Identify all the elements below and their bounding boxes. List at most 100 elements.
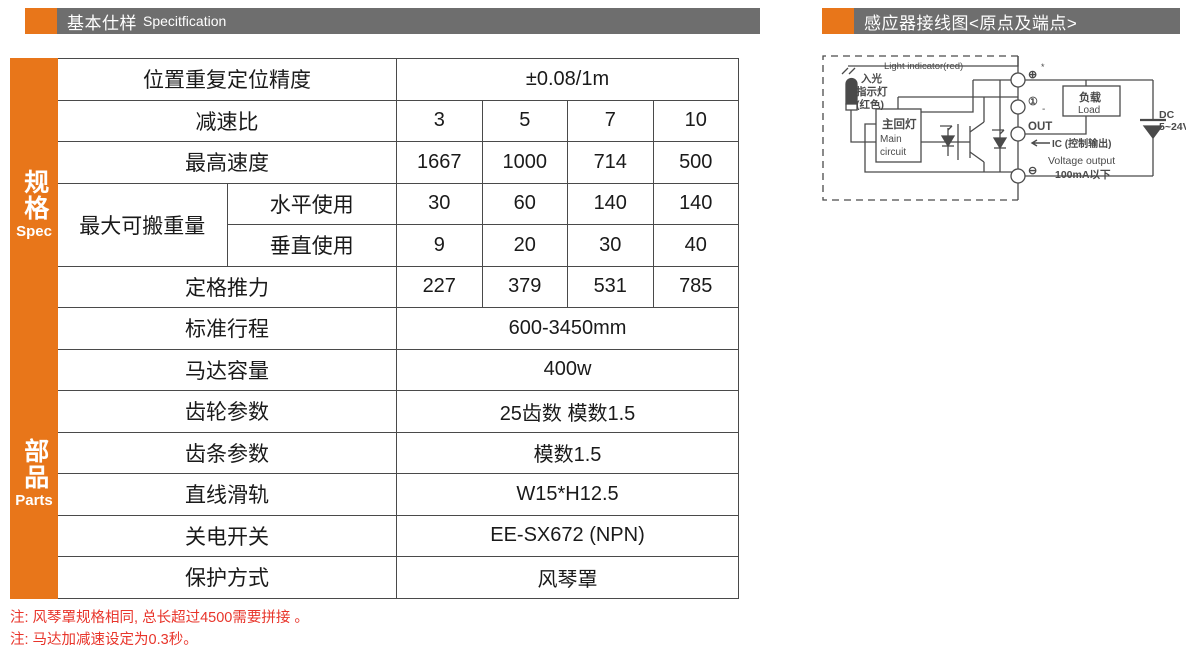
group-label-spec-cn: 规格 xyxy=(20,168,49,221)
wiring-section-header: 感应器接线图<原点及端点> xyxy=(822,8,1180,34)
row-value-1: 227 xyxy=(396,265,483,308)
wiring-header-bar: 感应器接线图<原点及端点> xyxy=(854,8,1180,34)
led-icon xyxy=(845,77,858,105)
terminal-light-circle xyxy=(1010,99,1026,115)
row-value-1: 3 xyxy=(396,99,483,142)
row-value-4: 40 xyxy=(652,224,739,267)
group-cell-parts: 部品 Parts xyxy=(10,348,58,599)
row-label: 直线滑轨 xyxy=(57,473,397,516)
row-label-group: 最大可搬重量 xyxy=(57,182,228,267)
row-label: 保护方式 xyxy=(57,556,397,599)
row-value-3: 140 xyxy=(567,182,654,225)
row-label: 关电开关 xyxy=(57,514,397,557)
row-value: 模数1.5 xyxy=(396,431,739,474)
row-value-3: 7 xyxy=(567,99,654,142)
row-value-2: 60 xyxy=(481,182,568,225)
terminal-plus-label: ⊕ xyxy=(1028,69,1037,81)
table-row: 规格 Spec 位置重复定位精度 ±0.08/1m xyxy=(10,58,739,350)
table-row: 齿轮参数 25齿数 模数1.5 xyxy=(11,390,739,433)
table-row: 标准行程 600-3450mm xyxy=(11,307,739,350)
row-value: W15*H12.5 xyxy=(396,473,739,516)
row-value-4: 140 xyxy=(652,182,739,225)
row-value-2: 1000 xyxy=(481,141,568,184)
row-value-2: 5 xyxy=(481,99,568,142)
table-row: 关电开关 EE-SX672 (NPN) xyxy=(11,514,739,557)
main-circuit-en-1: Main xyxy=(880,134,902,145)
orange-swatch-icon xyxy=(822,8,854,34)
row-value: EE-SX672 (NPN) xyxy=(396,514,739,557)
table-row: 齿条参数 模数1.5 xyxy=(11,431,739,474)
group-label-spec-en: Spec xyxy=(16,222,52,240)
row-value-4: 10 xyxy=(652,99,739,142)
orange-swatch-icon xyxy=(25,8,57,34)
row-label: 定格推力 xyxy=(57,265,397,308)
table-row: 保护方式 风琴罩 xyxy=(11,556,739,599)
dc-label-2: 5~24V xyxy=(1159,121,1186,133)
spec-header-title-cn: 基本仕样 xyxy=(67,13,137,33)
group-cell-spec: 规格 Spec xyxy=(10,58,58,350)
table-row: 定格推力 227 379 531 785 xyxy=(11,265,739,308)
table-row: 最高速度 1667 1000 714 500 xyxy=(11,141,739,184)
row-label: 标准行程 xyxy=(57,307,397,350)
table-row: 直线滑轨 W15*H12.5 xyxy=(11,473,739,516)
voltage-output-label: Voltage output xyxy=(1048,155,1115,167)
voltage-current-label: 100mA以下 xyxy=(1055,169,1111,181)
row-label: 位置重复定位精度 xyxy=(57,58,397,101)
row-value-4: 500 xyxy=(652,141,739,184)
main-circuit-cn: 主回灯 xyxy=(882,117,917,131)
dc-label-1: DC xyxy=(1159,109,1175,121)
sensor-wiring-diagram: Light indicator(red) 入光 指示灯 (红色) 主回灯 Mai… xyxy=(818,52,1186,207)
row-value-1: 9 xyxy=(396,224,483,267)
row-value-2: 379 xyxy=(481,265,568,308)
row-value: 400w xyxy=(396,348,739,391)
terminal-dash-label: - xyxy=(1042,104,1045,115)
notes-block: 注: 风琴罩规格相同, 总长超过4500需要拼接 。 注: 马达加减速设定为0.… xyxy=(10,607,309,652)
spec-header-bar: 基本仕样 Specitfication xyxy=(57,8,760,34)
terminal-minus-circle xyxy=(1010,168,1026,184)
row-sublabel: 垂直使用 xyxy=(226,224,397,267)
row-label: 齿轮参数 xyxy=(57,390,397,433)
terminal-light-label: ① xyxy=(1028,96,1038,108)
wiring-header-title-cn: 感应器接线图<原点及端点> xyxy=(864,13,1078,33)
note-line-2: 注: 马达加减速设定为0.3秒。 xyxy=(10,632,198,649)
row-value-3: 531 xyxy=(567,265,654,308)
inlight-label-1: 入光 xyxy=(861,72,882,85)
row-value-1: 30 xyxy=(396,182,483,225)
row-value: 25齿数 模数1.5 xyxy=(396,390,739,433)
main-circuit-en-2: circuit xyxy=(880,147,906,158)
wiring-diagram-svg: Light indicator(red) 入光 指示灯 (红色) 主回灯 Mai… xyxy=(822,55,1186,201)
table-row: 垂直使用 9 20 30 40 xyxy=(11,224,739,267)
terminal-minus-label: ⊖ xyxy=(1028,165,1037,177)
row-value-2: 20 xyxy=(481,224,568,267)
row-value: ±0.08/1m xyxy=(396,58,739,101)
note-line-1: 注: 风琴罩规格相同, 总长超过4500需要拼接 。 xyxy=(10,610,309,626)
group-label-parts-en: Parts xyxy=(15,492,53,510)
row-value-3: 714 xyxy=(567,141,654,184)
ic-control-label: IC (控制输出) xyxy=(1052,137,1111,150)
load-box xyxy=(1062,85,1121,117)
load-label-en: Load xyxy=(1078,105,1100,116)
inlight-label-3: (红色) xyxy=(856,98,884,111)
row-value-1: 1667 xyxy=(396,141,483,184)
row-label: 减速比 xyxy=(57,99,397,142)
terminal-plus-circle xyxy=(1010,72,1026,88)
terminal-star-label: * xyxy=(1041,62,1045,72)
specification-table: 规格 Spec 位置重复定位精度 ±0.08/1m 减速比 3 5 7 10 最… xyxy=(10,58,739,599)
terminal-out-circle xyxy=(1010,126,1026,142)
inlight-label-2: 指示灯 xyxy=(856,85,888,98)
row-value-3: 30 xyxy=(567,224,654,267)
row-sublabel: 水平使用 xyxy=(226,182,397,225)
row-label: 齿条参数 xyxy=(57,431,397,474)
row-label: 最高速度 xyxy=(57,141,397,184)
load-label-cn: 负载 xyxy=(1079,90,1101,104)
table-row: 最大可搬重量 水平使用 30 60 140 140 xyxy=(11,182,739,267)
row-label: 马达容量 xyxy=(57,348,397,391)
table-row: 减速比 3 5 7 10 xyxy=(11,99,739,142)
light-indicator-label: Light indicator(red) xyxy=(884,61,963,72)
row-value: 600-3450mm xyxy=(396,307,739,350)
table-row: 部品 Parts 马达容量 400w xyxy=(10,348,739,599)
group-label-parts-cn: 部品 xyxy=(20,438,49,491)
row-value: 风琴罩 xyxy=(396,556,739,599)
spec-header-title-en: Specitfication xyxy=(143,13,227,29)
